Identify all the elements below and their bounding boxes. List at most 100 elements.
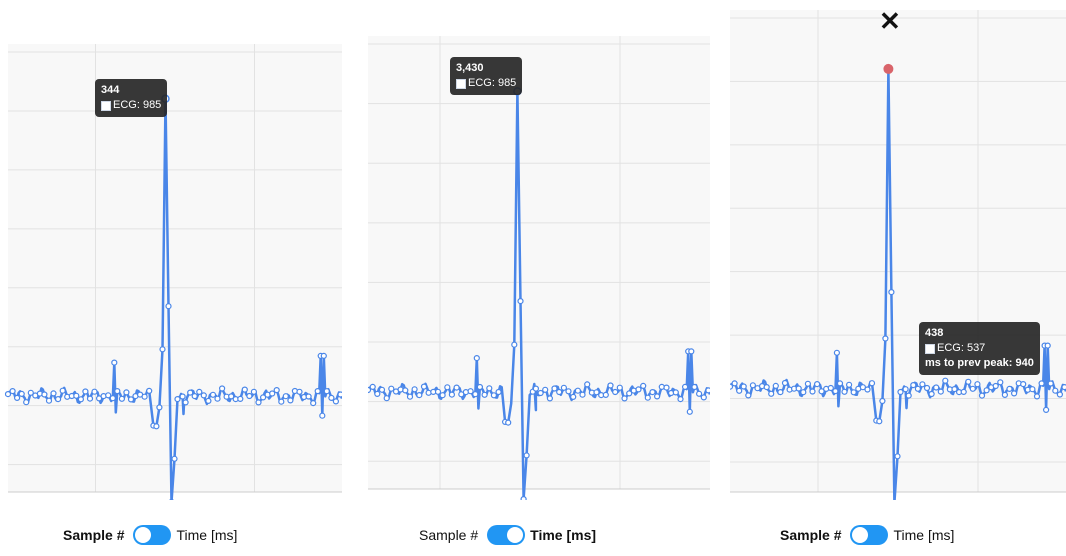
ecg-data-point [219, 385, 226, 392]
ecg-data-point [1006, 385, 1013, 392]
ecg-data-point [809, 388, 816, 395]
chart-panel-2: 3,0004,000 3,430 ECG: 985 Sample # Time … [368, 0, 710, 556]
ecg-data-point [305, 393, 312, 400]
ecg-data-point [919, 381, 926, 388]
tooltip-series-value: ECG: 985 [113, 99, 162, 111]
ecg-data-point [105, 392, 112, 399]
ecg-chart-2[interactable]: 3,0004,000 [368, 0, 710, 500]
ecg-data-point [169, 498, 174, 500]
ecg-data-point [54, 396, 62, 403]
ecg-data-point [323, 388, 330, 395]
ecg-data-point [282, 393, 289, 400]
axis-mode-toggle: Sample # Time [ms] [63, 524, 237, 546]
tooltip-series-value: ECG: 985 [468, 77, 517, 89]
axis-mode-switch[interactable] [487, 525, 526, 545]
ecg-data-point [109, 395, 116, 402]
ecg-data-point [337, 391, 342, 398]
ecg-data-point [897, 388, 904, 396]
tooltip-title: 3,430 [456, 62, 484, 74]
ecg-data-point [209, 391, 217, 398]
ecg-data-point [505, 419, 512, 426]
tooltip-peak-interval: ms to prev peak: 940 [925, 357, 1034, 369]
legend-swatch [925, 343, 935, 354]
ecg-data-point [688, 348, 695, 355]
toggle-label-sample[interactable]: Sample # [63, 527, 125, 543]
axis-mode-switch[interactable] [133, 525, 172, 545]
ecg-data-point [749, 382, 756, 389]
ecg-data-point [495, 388, 502, 396]
ecg-data-point [14, 394, 21, 401]
ecg-data-point [314, 388, 321, 395]
toggle-label-time[interactable]: Time [ms] [530, 527, 597, 543]
ecg-data-point [933, 384, 940, 391]
ecg-data-point [1052, 387, 1059, 394]
ecg-data-point [41, 391, 48, 398]
peak-marker[interactable] [883, 63, 894, 74]
ecg-data-point [1033, 393, 1041, 400]
ecg-data-point [434, 388, 442, 395]
ecg-data-point [965, 378, 972, 385]
toggle-label-time[interactable]: Time [ms] [893, 527, 955, 543]
ecg-data-point [141, 393, 148, 400]
ecg-data-point [439, 392, 446, 399]
ecg-data-point [836, 380, 844, 387]
ecg-data-point [997, 379, 1004, 386]
ecg-data-point [50, 390, 57, 397]
ecg-data-point [9, 388, 16, 395]
ecg-data-point [905, 392, 912, 399]
ecg-data-point [411, 386, 418, 393]
tooltip: 438 ECG: 537 ms to prev peak: 940 [919, 322, 1040, 375]
ecg-data-point [868, 380, 876, 387]
axis-mode-toggle: Sample # Time [ms] [780, 524, 954, 546]
ecg-data-point [607, 382, 614, 389]
ecg-data-point [383, 395, 390, 402]
ecg-data-point [486, 385, 493, 392]
ecg-data-point [205, 397, 212, 404]
ecg-data-point [1043, 406, 1050, 413]
ecg-data-point [879, 397, 886, 405]
ecg-data-point [241, 386, 248, 393]
ecg-data-point [368, 386, 372, 394]
ecg-data-point [517, 298, 524, 305]
ecg-data-point [1001, 391, 1008, 398]
ecg-data-point [882, 335, 889, 342]
ecg-data-point [951, 386, 958, 393]
ecg-data-point [832, 388, 839, 395]
ecg-data-point [864, 386, 871, 393]
ecg-data-point [1038, 380, 1045, 387]
ecg-data-point [179, 393, 186, 400]
ecg-data-point [691, 383, 698, 391]
axis-mode-switch[interactable] [850, 525, 889, 545]
ecg-data-point [602, 391, 609, 398]
toggle-label-sample[interactable]: Sample # [780, 527, 842, 543]
ecg-data-point [565, 388, 572, 395]
ecg-data-point [511, 341, 518, 348]
ecg-data-point [4, 391, 12, 398]
ecg-data-point [827, 384, 834, 392]
ecg-data-point [73, 392, 80, 399]
ecg-data-point [532, 385, 539, 392]
ecg-data-point [992, 382, 999, 390]
ecg-data-point [923, 384, 931, 392]
ecg-data-point [640, 382, 647, 389]
chart-panel-1: 300400 344 ECG: 985 Sample # Time [ms] [0, 0, 342, 556]
ecg-data-point [111, 359, 118, 366]
ecg-data-point [894, 453, 901, 460]
ecg-data-point [1044, 342, 1051, 349]
ecg-data-point [406, 393, 414, 400]
ecg-data-point [473, 355, 480, 362]
ecg-data-point [472, 391, 479, 398]
toggle-label-sample[interactable]: Sample # [419, 527, 479, 543]
ecg-chart-3[interactable]: 300400 [730, 0, 1066, 500]
ecg-data-point [556, 388, 563, 396]
toggle-label-time[interactable]: Time [ms] [176, 527, 238, 543]
ecg-data-point [649, 389, 656, 396]
ecg-data-point [453, 384, 460, 391]
ecg-data-point [584, 381, 591, 388]
close-icon[interactable]: ✕ [879, 6, 901, 36]
ecg-chart-1[interactable]: 300400 [0, 0, 342, 500]
ecg-data-point [82, 388, 89, 395]
ecg-data-point [745, 392, 752, 399]
chart-panel-3: 300400 ✕ 438 ECG: 537 ms to prev peak: 9… [730, 0, 1066, 556]
ecg-data-point [520, 496, 527, 500]
